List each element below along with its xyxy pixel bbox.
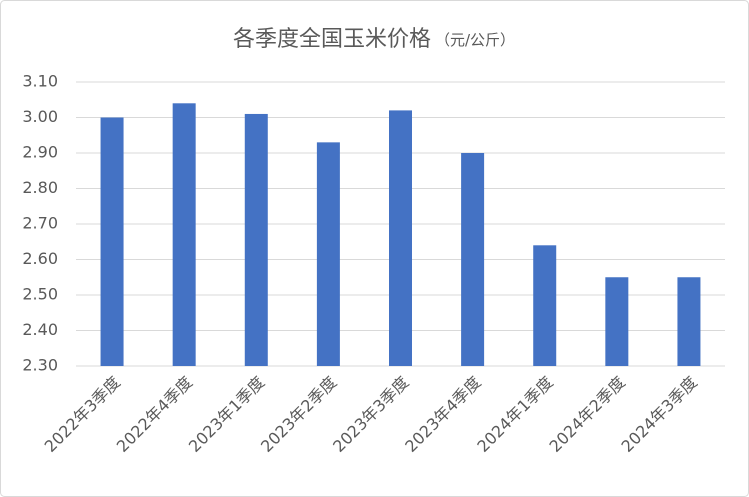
title-unit: （元/公斤） <box>435 31 515 49</box>
y-tick-label: 2.90 <box>22 143 58 162</box>
y-tick-label: 3.00 <box>22 107 58 126</box>
bar <box>316 142 340 366</box>
y-tick-label: 3.10 <box>22 72 58 91</box>
bar <box>533 245 557 366</box>
bar <box>100 117 124 366</box>
chart-title: 各季度全国玉米价格 （元/公斤） <box>233 27 515 52</box>
y-tick-label: 2.30 <box>22 356 58 375</box>
bar <box>172 103 196 367</box>
y-tick-label: 2.80 <box>22 178 58 197</box>
bar <box>461 153 485 366</box>
bar <box>389 110 412 367</box>
y-tick-label: 2.50 <box>22 285 58 304</box>
y-tick-label: 2.70 <box>22 214 58 233</box>
y-tick-label: 2.40 <box>22 320 58 339</box>
y-tick-label: 2.60 <box>22 249 58 268</box>
bar <box>677 277 701 366</box>
bar <box>244 113 268 366</box>
bar <box>605 277 629 366</box>
title-main: 各季度全国玉米价格 <box>233 27 431 52</box>
